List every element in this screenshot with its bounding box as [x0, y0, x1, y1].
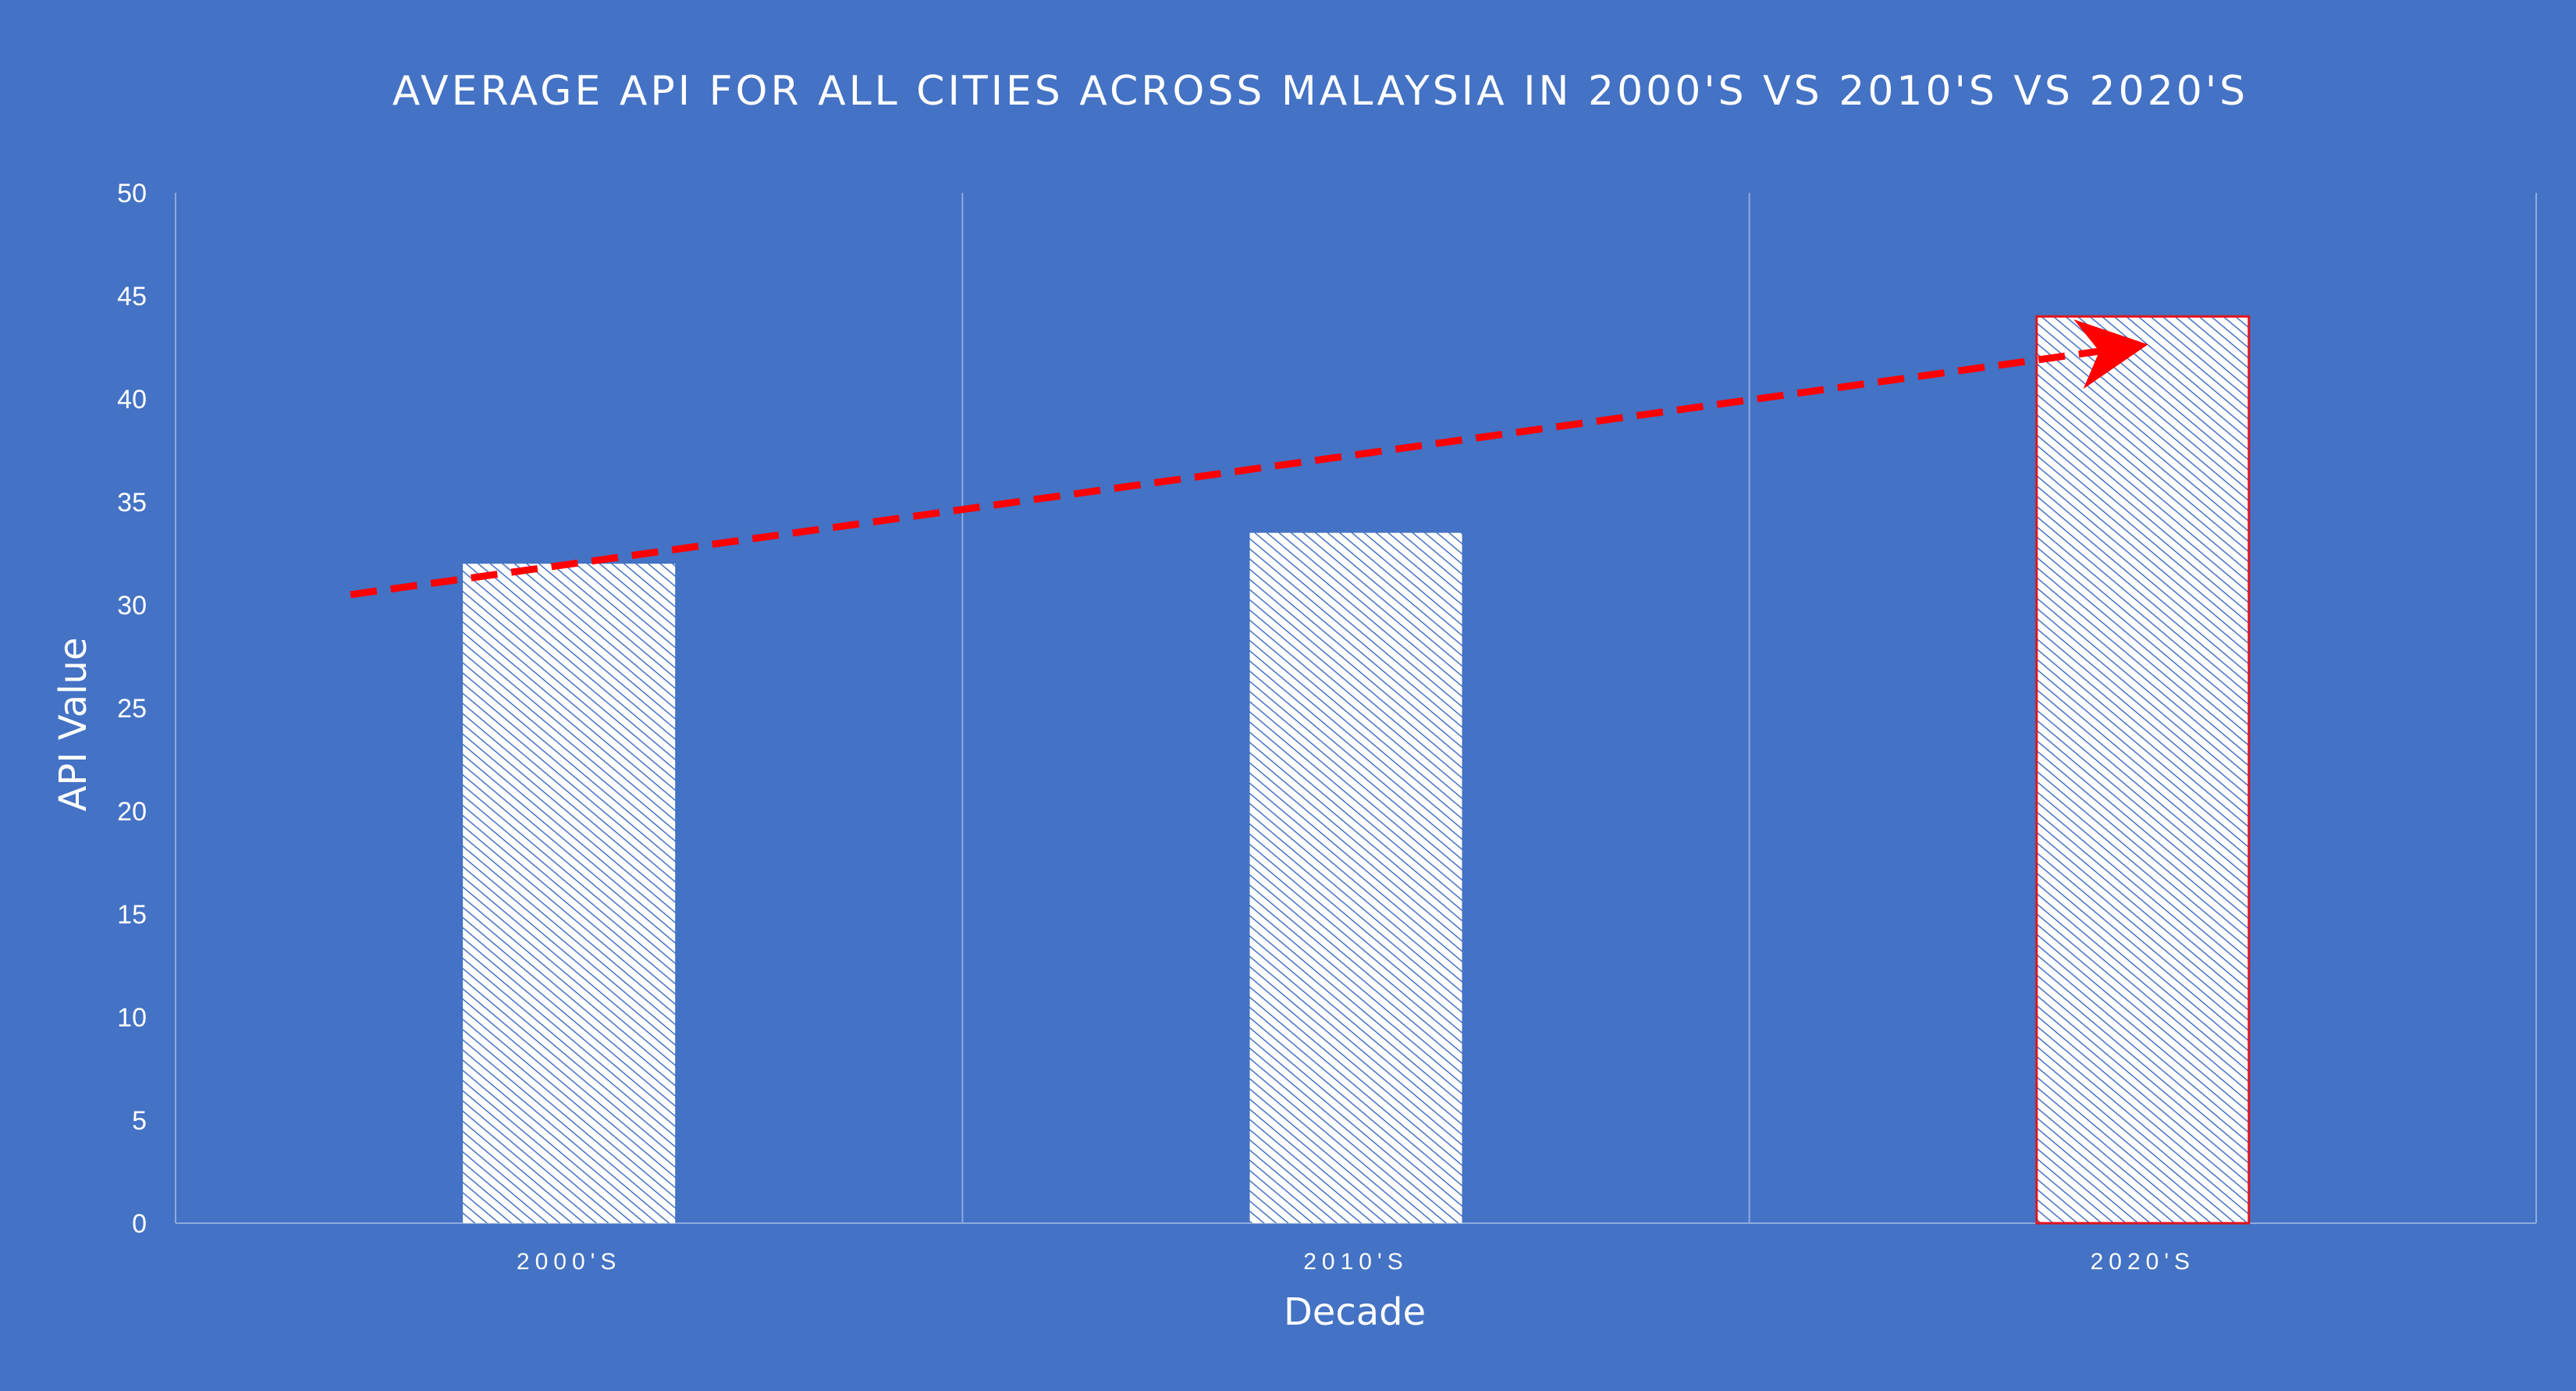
y-tick-label: 30 [117, 591, 147, 621]
x-axis-ticks: 2000'S 2010'S 2020'S [517, 1249, 2195, 1275]
y-tick-label: 5 [132, 1106, 147, 1136]
y-axis-title: API Value [52, 637, 95, 811]
x-tick-label: 2020'S [2091, 1249, 2195, 1275]
x-tick-label: 2010'S [1303, 1249, 1408, 1275]
bar-2010s [1249, 532, 1462, 1223]
y-tick-label: 25 [117, 694, 147, 724]
chart-title: AVERAGE API FOR ALL CITIES ACROSS MALAYS… [393, 68, 2248, 115]
y-tick-label: 20 [117, 797, 147, 827]
bar-2000s [463, 564, 676, 1223]
x-tick-label: 2000'S [517, 1249, 621, 1275]
y-tick-label: 40 [117, 385, 147, 414]
y-tick-label: 10 [117, 1003, 147, 1033]
y-tick-label: 45 [117, 282, 147, 311]
y-tick-label: 15 [117, 900, 147, 930]
x-axis-title: Decade [1284, 1290, 1426, 1334]
y-tick-label: 0 [132, 1209, 147, 1239]
y-tick-label: 50 [117, 179, 147, 208]
plot-area [175, 193, 2537, 1225]
y-axis-ticks: 0 5 10 15 20 25 30 35 40 45 50 [117, 179, 147, 1239]
y-tick-label: 35 [117, 488, 147, 518]
bar-2020s [2035, 315, 2251, 1225]
trend-arrow [350, 319, 2148, 599]
